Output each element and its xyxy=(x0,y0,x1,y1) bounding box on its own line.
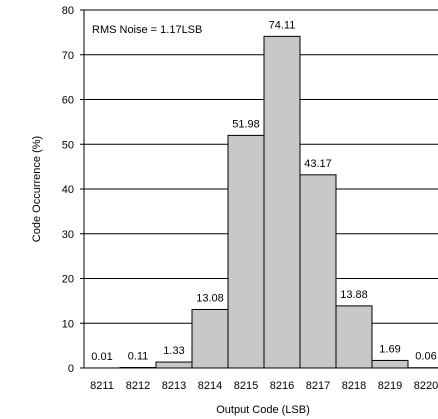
y-tick-label: 40 xyxy=(62,184,74,196)
y-tick-label: 10 xyxy=(62,318,74,330)
y-axis-title: Code Occurrence (%) xyxy=(31,136,43,242)
x-tick-label: 8213 xyxy=(162,380,186,392)
plot-frame xyxy=(80,9,438,369)
y-tick-label: 50 xyxy=(62,139,74,151)
y-tick-label: 60 xyxy=(62,95,74,107)
x-tick-label: 8211 xyxy=(90,380,114,392)
bar-value-label: 0.06 xyxy=(415,351,436,363)
bar-value-label: 1.69 xyxy=(379,343,400,355)
bar-value-label: 13.08 xyxy=(196,292,224,304)
bar-value-label: 74.11 xyxy=(269,19,296,31)
y-tick-label: 20 xyxy=(62,274,74,286)
x-tick-label: 8212 xyxy=(126,380,150,392)
x-tick-label: 8215 xyxy=(234,380,258,392)
x-tick-label: 8218 xyxy=(342,380,366,392)
histogram-bar xyxy=(335,305,373,369)
histogram-bar xyxy=(299,174,337,369)
bar-value-label: 0.01 xyxy=(91,351,112,363)
y-tick-label: 0 xyxy=(68,363,74,375)
x-tick-label: 8216 xyxy=(270,380,294,392)
histogram-bar xyxy=(155,361,193,369)
x-axis-title: Output Code (LSB) xyxy=(216,404,310,416)
x-tick-label: 8219 xyxy=(378,380,402,392)
histogram-bar xyxy=(227,134,265,369)
x-tick-label: 8214 xyxy=(198,380,222,392)
y-tick-label: 80 xyxy=(62,5,74,17)
bar-value-label: 1.33 xyxy=(163,345,184,357)
bar-value-label: 13.88 xyxy=(340,289,368,301)
x-tick-label: 8220 xyxy=(414,380,438,392)
bar-value-label: 43.17 xyxy=(304,158,332,170)
y-tick-labels: 0 10 20 30 40 50 60 70 80 xyxy=(62,5,74,375)
bar-value-label: 0.11 xyxy=(128,351,149,363)
x-tick-labels: 8211 8212 8213 8214 8215 8216 8217 8218 8219 8220 xyxy=(90,380,438,392)
histogram-bar xyxy=(371,359,409,369)
bar-value-label: 51.98 xyxy=(232,118,260,130)
bars xyxy=(83,35,438,369)
data-labels: 0.01 0.11 1.33 13.08 51.98 74.11 43.17 13.88 1.6… xyxy=(91,19,436,363)
y-tick-label: 30 xyxy=(62,229,74,241)
y-tick-label: 70 xyxy=(62,50,74,62)
rms-noise-annotation: RMS Noise = 1.17LSB xyxy=(92,24,202,36)
histogram-bar xyxy=(263,35,301,369)
histogram-bar xyxy=(191,308,229,369)
x-tick-label: 8217 xyxy=(306,380,330,392)
